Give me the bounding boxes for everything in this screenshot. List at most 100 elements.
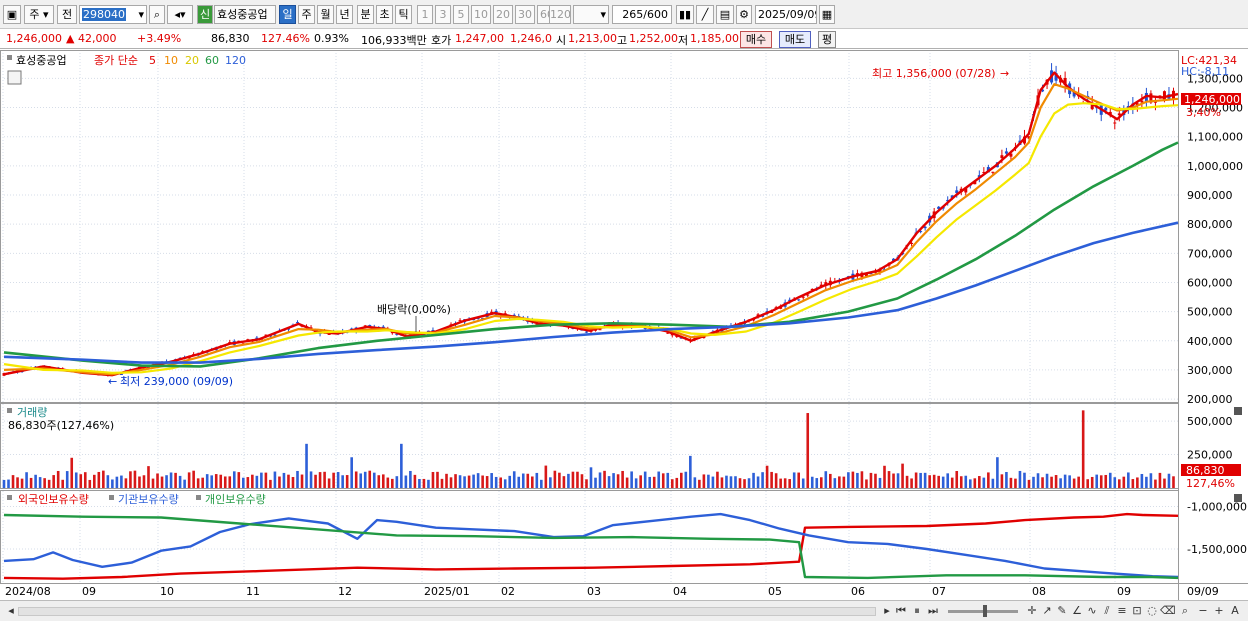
candle-type-icon[interactable]: ▮▮ (676, 5, 694, 24)
magnifier-icon[interactable]: ⌕ (1181, 604, 1189, 617)
buy-button[interactable]: 매수 (740, 31, 772, 48)
scope-selector[interactable]: 전 (57, 5, 77, 24)
draw-icon[interactable]: ✎ (1057, 604, 1067, 617)
zoom-in-icon[interactable]: + (1214, 604, 1224, 617)
volume-bar (169, 472, 173, 488)
wave-icon[interactable]: ∿ (1087, 604, 1097, 617)
period-minute[interactable]: 분 (357, 5, 374, 24)
volume-bar (937, 475, 940, 488)
holdings-legend-foreign[interactable]: 외국인보유수량 (18, 493, 89, 506)
interval-30[interactable]: 30 (515, 5, 535, 24)
price-change: ▲ 42,000 (66, 32, 117, 45)
period-day[interactable]: 일 (279, 5, 296, 24)
volume-bar (129, 471, 132, 488)
ma-legend-120[interactable]: 120 (225, 54, 246, 67)
candle-body (806, 294, 810, 296)
price-legend-name[interactable]: 효성중공업 (16, 54, 67, 67)
draw-line-icon[interactable]: ╱ (696, 5, 714, 24)
settings-gear-icon[interactable]: ⚙ (736, 5, 752, 24)
volume-bar (1131, 479, 1135, 488)
volume-bar (652, 476, 656, 488)
volume-bar (7, 479, 10, 488)
period-month[interactable]: 월 (317, 5, 334, 24)
speaker-icon[interactable]: ◂▾ (167, 5, 193, 24)
volume-bar (350, 457, 353, 488)
pause-icon[interactable]: ⏸ (914, 604, 920, 617)
stock-chart[interactable]: 1,300,0001,200,0001,100,0001,000,000900,… (0, 50, 1248, 600)
crosshair-icon[interactable]: ✛ (1027, 604, 1037, 617)
channel-icon[interactable]: ⫽ (1104, 604, 1110, 617)
volume-bar (910, 478, 913, 488)
interval-1[interactable]: 1 (417, 5, 433, 24)
period-year[interactable]: 년 (336, 5, 353, 24)
volume-bar (657, 471, 661, 488)
period-week[interactable]: 주 (298, 5, 315, 24)
fib-icon[interactable]: ≡ (1117, 604, 1127, 617)
interval-10[interactable]: 10 (471, 5, 491, 24)
volume-bar (341, 475, 344, 488)
volume-bar (851, 471, 855, 488)
eval-button[interactable]: 평 (818, 31, 836, 48)
interval-3[interactable]: 3 (435, 5, 451, 24)
holdings-legend-individual[interactable]: 개인보유수량 (205, 493, 266, 506)
interval-5[interactable]: 5 (453, 5, 469, 24)
scroll-left-icon[interactable]: ◂ (8, 604, 14, 617)
trend-icon[interactable]: ↗ (1042, 604, 1052, 617)
volume-bar (1059, 478, 1062, 488)
zoom-slider-handle[interactable] (983, 605, 987, 617)
zoom-out-icon[interactable]: − (1198, 604, 1208, 617)
save-icon[interactable]: ▤ (716, 5, 734, 24)
calendar-icon[interactable]: ▦ (819, 5, 835, 24)
volume-title[interactable]: 거래량 (17, 406, 47, 419)
text-tool-icon[interactable]: A (1231, 604, 1239, 617)
volume-bar (52, 475, 55, 488)
candle-body (146, 366, 150, 368)
volume-bar (666, 472, 670, 488)
panel-close-icon[interactable] (1234, 494, 1242, 502)
x-tick-label: 2024/08 (5, 585, 51, 598)
cycle-icon[interactable]: ◌ (1147, 604, 1157, 617)
chart-table-icon[interactable] (7, 70, 22, 85)
sell-button[interactable]: 매도 (779, 31, 811, 48)
data-count-field[interactable]: 265/600 (612, 5, 672, 24)
price-tick-label: 800,000 (1187, 218, 1233, 231)
ma-legend-20[interactable]: 20 (185, 54, 199, 67)
interval-20[interactable]: 20 (493, 5, 513, 24)
volume-bar (481, 475, 484, 488)
ma-legend-5[interactable]: 5 (149, 54, 156, 67)
ma-legend-10[interactable]: 10 (164, 54, 178, 67)
price-legend-ma-label[interactable]: 종가 단순 (94, 54, 138, 67)
ma-legend-60[interactable]: 60 (205, 54, 219, 67)
stock-code-input[interactable]: 298040 ▾ (79, 5, 147, 24)
stock-name[interactable]: 효성중공업 (214, 5, 276, 24)
volume-bar (693, 477, 697, 488)
last-page-icon[interactable]: ⏭ (928, 604, 938, 617)
volume-bar (752, 472, 755, 488)
volume-bar (747, 478, 751, 488)
volume-bar (883, 465, 886, 488)
angle-icon[interactable]: ∠ (1072, 604, 1082, 617)
holdings-legend-institution[interactable]: 기관보유수량 (118, 493, 179, 506)
volume-bar (512, 471, 516, 488)
period-tick[interactable]: 틱 (395, 5, 412, 24)
measure-icon[interactable]: ⊡ (1132, 604, 1142, 617)
ask-price: 1,246,0 (510, 32, 552, 45)
scroll-track[interactable] (18, 607, 876, 616)
first-page-icon[interactable]: ⏮ (896, 604, 906, 617)
volume-bar (973, 478, 977, 488)
search-icon[interactable]: ⌕ (149, 5, 165, 24)
interval-120[interactable]: 120 (549, 5, 571, 24)
candle-body (982, 172, 986, 174)
window-menu-icon[interactable]: ▣ (3, 5, 21, 24)
period-second[interactable]: 초 (376, 5, 393, 24)
volume-bar (1158, 472, 1162, 488)
candle-body (869, 273, 873, 275)
panel-close-icon[interactable] (1234, 407, 1242, 415)
scroll-right-icon[interactable]: ▸ (884, 604, 890, 617)
chevron-down-icon[interactable]: ▾ (138, 8, 144, 21)
erase-icon[interactable]: ⌫ (1160, 604, 1176, 617)
volume-bar (521, 473, 525, 488)
type-selector[interactable]: 주 ▾ (24, 5, 54, 24)
date-field[interactable]: 2025/09/09 (755, 5, 817, 24)
interval-select[interactable]: ▾ (573, 5, 609, 24)
